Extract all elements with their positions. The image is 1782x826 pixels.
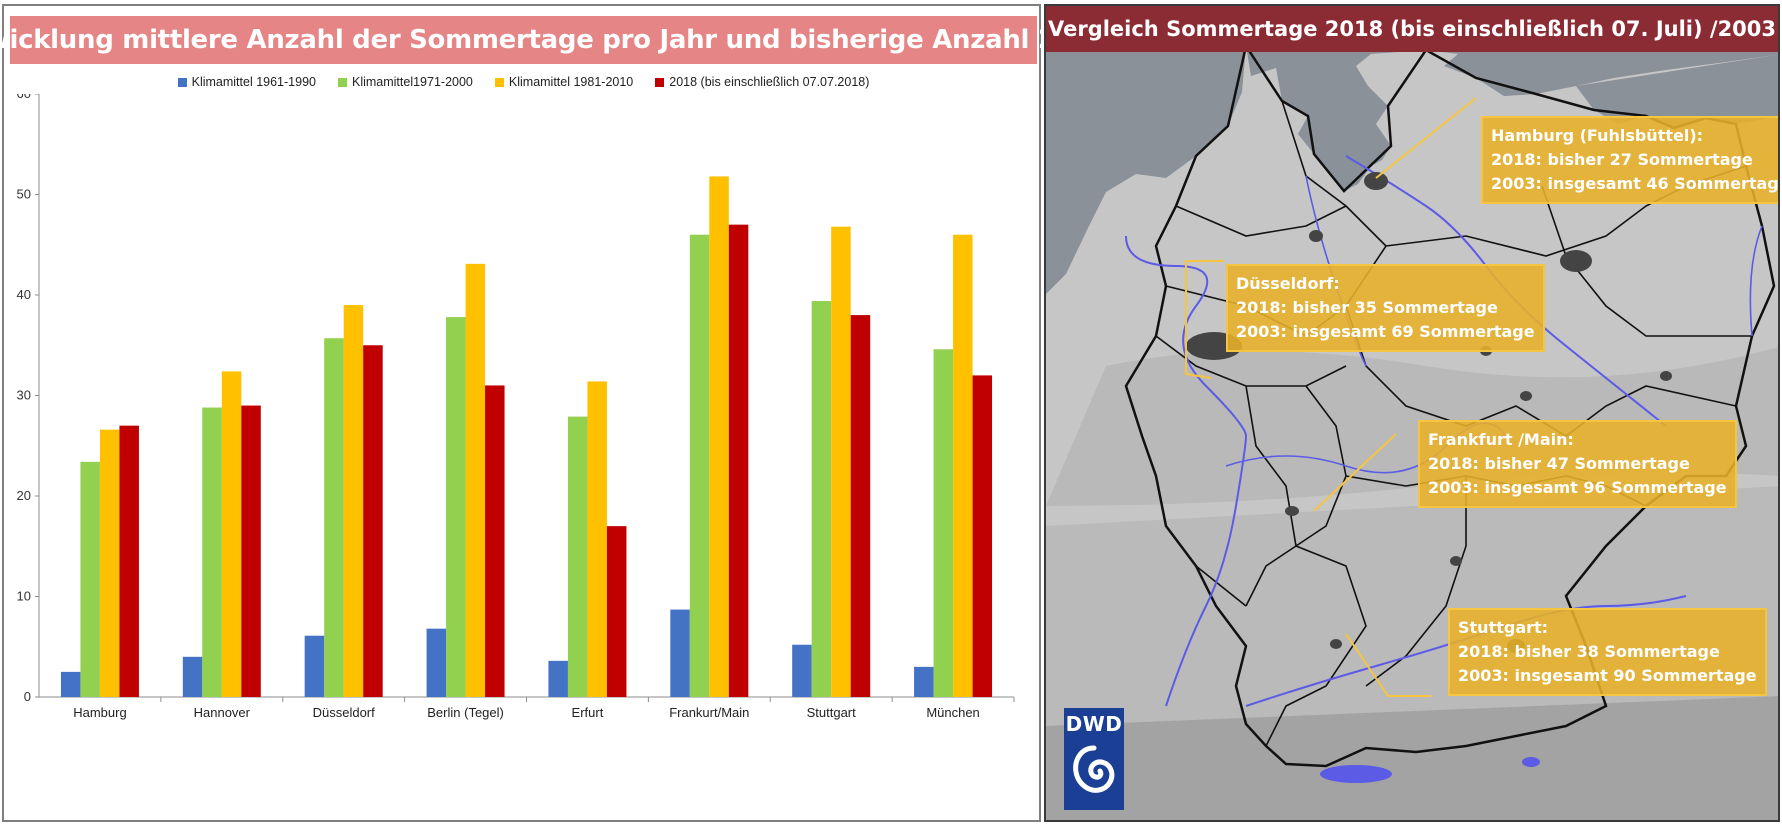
- x-category-label: Berlin (Tegel): [427, 705, 504, 720]
- bar: [933, 349, 954, 697]
- y-tick-label: 60: [17, 94, 31, 101]
- bar: [548, 660, 568, 697]
- x-category-label: Hamburg: [73, 705, 126, 720]
- legend-label-1981-2010: Klimamittel 1981-2010: [508, 75, 634, 89]
- callout-frankfurt: Frankfurt /Main: 2018: bisher 47 Sommert…: [1418, 420, 1737, 508]
- bar: [363, 345, 383, 697]
- bar: [119, 425, 139, 697]
- bar: [182, 656, 203, 697]
- bar: [60, 671, 81, 697]
- legend-label-1971-2000: Klimamittel1971-2000: [351, 75, 473, 89]
- legend-label-2018: 2018 (bis einschließlich 07.07.2018): [669, 75, 870, 89]
- callout-stuttgart-2018: 2018: bisher 38 Sommertage: [1458, 642, 1720, 661]
- dwd-logo-text: DWD: [1065, 712, 1123, 736]
- river-oder: [1749, 225, 1763, 337]
- x-category-label: Hannover: [194, 705, 251, 720]
- baltic-sea-east: [1576, 54, 1778, 128]
- legend-item-1981-2010: Klimamittel 1981-2010: [494, 75, 634, 89]
- bar: [99, 429, 120, 697]
- river-rhine: [1125, 235, 1248, 707]
- callout-stuttgart-city: Stuttgart:: [1458, 618, 1549, 637]
- y-tick-label: 30: [17, 388, 31, 403]
- bar: [587, 381, 607, 697]
- callout-hamburg-2003: 2003: insgesamt 46 Sommertage: [1491, 174, 1780, 193]
- legend-item-2018: 2018 (bis einschließlich 07.07.2018): [655, 75, 869, 89]
- north-sea-west: [1046, 46, 1246, 294]
- bar: [202, 407, 222, 697]
- callout-hamburg-city: Hamburg (Fuhlsbüttel):: [1491, 126, 1704, 145]
- bar: [728, 224, 749, 697]
- callout-duesseldorf: Düsseldorf: 2018: bisher 35 Sommertage 2…: [1226, 264, 1545, 352]
- bar: [689, 234, 710, 697]
- chart-legend: Klimamittel 1961-1990 Klimamittel1971-20…: [4, 70, 1043, 94]
- legend-swatch-1981-2010: [494, 77, 504, 87]
- legend-label-1961-1990: Klimamittel 1961-1990: [191, 75, 316, 89]
- terrain-alps: [1046, 696, 1778, 820]
- bar: [709, 176, 729, 697]
- y-tick-label: 0: [24, 689, 31, 704]
- bar: [485, 385, 505, 697]
- dwd-swirl-icon: [1073, 745, 1115, 793]
- callout-stuttgart-2003: 2003: insgesamt 90 Sommertage: [1458, 666, 1757, 685]
- bar: [426, 628, 447, 697]
- callout-stuttgart: Stuttgart: 2018: bisher 38 Sommertage 20…: [1448, 608, 1767, 696]
- callout-duesseldorf-2018: 2018: bisher 35 Sommertage: [1236, 298, 1498, 317]
- bar: [670, 609, 690, 697]
- bar: [567, 416, 588, 697]
- bar: [606, 526, 627, 697]
- bar: [465, 263, 486, 697]
- callout-duesseldorf-city: Düsseldorf:: [1236, 274, 1340, 293]
- bar: [80, 461, 100, 697]
- bar: [953, 234, 973, 697]
- callout-duesseldorf-2003: 2003: insgesamt 69 Sommertage: [1236, 322, 1535, 341]
- bar: [304, 635, 325, 697]
- y-tick-label: 40: [17, 287, 31, 302]
- bar: [792, 644, 812, 697]
- lake-chiemsee: [1522, 757, 1540, 767]
- bar: [324, 338, 344, 697]
- map-title: Vergleich Sommertage 2018 (bis einschlie…: [1046, 6, 1778, 52]
- legend-swatch-1971-2000: [337, 77, 347, 87]
- x-category-label: Erfurt: [572, 705, 604, 720]
- legend-item-1961-1990: Klimamittel 1961-1990: [177, 75, 316, 89]
- callout-hamburg: Hamburg (Fuhlsbüttel): 2018: bisher 27 S…: [1481, 116, 1780, 204]
- dwd-logo: DWD: [1064, 708, 1124, 810]
- legend-swatch-2018: [655, 77, 665, 87]
- y-tick-label: 20: [17, 488, 31, 503]
- bar: [221, 371, 242, 697]
- callout-frankfurt-city: Frankfurt /Main:: [1428, 430, 1574, 449]
- bar: [811, 301, 832, 697]
- bar: [914, 666, 934, 697]
- callout-frankfurt-2018: 2018: bisher 47 Sommertage: [1428, 454, 1690, 473]
- callout-hamburg-2018: 2018: bisher 27 Sommertage: [1491, 150, 1753, 169]
- y-tick-label: 10: [17, 589, 31, 604]
- north-sea: [1046, 46, 1778, 191]
- bar: [831, 226, 851, 697]
- bar: [343, 305, 364, 697]
- legend-swatch-1961-1990: [177, 77, 187, 87]
- map-panel: Vergleich Sommertage 2018 (bis einschlie…: [1044, 4, 1780, 822]
- state-borders: [1155, 100, 1752, 747]
- x-category-label: Stuttgart: [807, 705, 857, 720]
- y-tick-label: 50: [17, 187, 31, 202]
- bar: [972, 375, 993, 697]
- x-category-label: München: [926, 705, 979, 720]
- callout-leader-lines: [1185, 97, 1477, 697]
- bar: [446, 317, 466, 697]
- x-category-label: Düsseldorf: [313, 705, 376, 720]
- bar: [850, 315, 871, 697]
- legend-item-1971-2000: Klimamittel1971-2000: [337, 75, 473, 89]
- callout-frankfurt-2003: 2003: insgesamt 96 Sommertage: [1428, 478, 1727, 497]
- chart-panel: Entwicklung mittlere Anzahl der Sommerta…: [0, 4, 1109, 822]
- bar-chart: 0 10 20 30 40 50 60 Hamburg Hannover Düsseldorf Be…: [17, 94, 1015, 720]
- bar: [241, 405, 261, 697]
- chart-title: Entwicklung mittlere Anzahl der Sommerta…: [0, 16, 1109, 64]
- x-category-label: Frankurt/Main: [669, 705, 749, 720]
- lake-constance: [1320, 765, 1392, 783]
